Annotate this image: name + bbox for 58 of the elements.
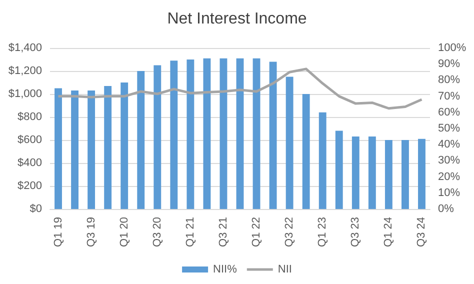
line-series [57, 68, 423, 110]
bar [137, 71, 145, 209]
y-tick-label: $0 [30, 203, 42, 215]
x-tick-label: Q3 23 [350, 217, 362, 247]
bar [71, 90, 78, 209]
x-tick-label: Q1 22 [250, 217, 263, 247]
bar [170, 60, 178, 209]
y2-tick-label: 50% [438, 122, 460, 134]
y2-tick-label: 80% [438, 74, 460, 86]
y2-tick-label: 70% [438, 90, 460, 102]
y-tick-label: $400 [18, 157, 42, 169]
x-tick-label: Q1 21 [184, 217, 196, 247]
bar [384, 140, 392, 209]
y2-tick-label: 20% [438, 170, 460, 183]
bar [368, 136, 376, 209]
y2-tick-label: 0% [438, 203, 454, 215]
y2-tick-label: 10% [438, 186, 460, 199]
x-tick-label: Q3 20 [151, 217, 164, 247]
x-tick-label: Q3 21 [217, 217, 230, 247]
x-tick-label: Q3 19 [85, 217, 98, 247]
x-tick-label: Q3 22 [284, 217, 296, 247]
bar [418, 138, 426, 209]
y2-tick-label: 30% [438, 154, 460, 167]
y2-tick-label: 90% [438, 58, 460, 70]
bar [302, 94, 310, 209]
bar [236, 58, 244, 209]
bar [352, 136, 360, 209]
x-tick-label: Q1 24 [382, 217, 395, 247]
y-tick-label: $200 [18, 180, 42, 192]
y-tick-label: $1,000 [8, 88, 42, 100]
bar [269, 62, 277, 209]
bar [154, 65, 162, 209]
bar [104, 86, 112, 209]
bar [402, 140, 409, 209]
x-tick-label: Q1 20 [118, 217, 130, 247]
legend-label: NII [278, 264, 292, 276]
y-tick-label: $1,200 [8, 65, 42, 77]
x-tick-label: Q3 24 [416, 217, 428, 247]
y-tick-label: $1,400 [8, 42, 42, 54]
y-tick-label: $800 [18, 111, 42, 123]
x-tick-label: Q1 23 [316, 217, 329, 247]
bar [318, 112, 326, 209]
bar [186, 60, 194, 209]
chart-title: Net Interest Income [167, 10, 307, 28]
legend-label: NII% [213, 264, 238, 276]
bar [54, 88, 62, 209]
bar [120, 82, 128, 209]
y-tick-label: $600 [18, 134, 42, 146]
x-tick-label: Q1 19 [52, 217, 64, 247]
bar [203, 58, 211, 209]
bar [220, 58, 228, 209]
bar [335, 130, 343, 209]
bar [286, 76, 294, 209]
y2-tick-label: 40% [438, 138, 460, 151]
bar [88, 90, 96, 209]
y2-tick-label: 100% [438, 42, 466, 54]
bar [252, 58, 260, 209]
y2-tick-label: 60% [438, 106, 460, 118]
